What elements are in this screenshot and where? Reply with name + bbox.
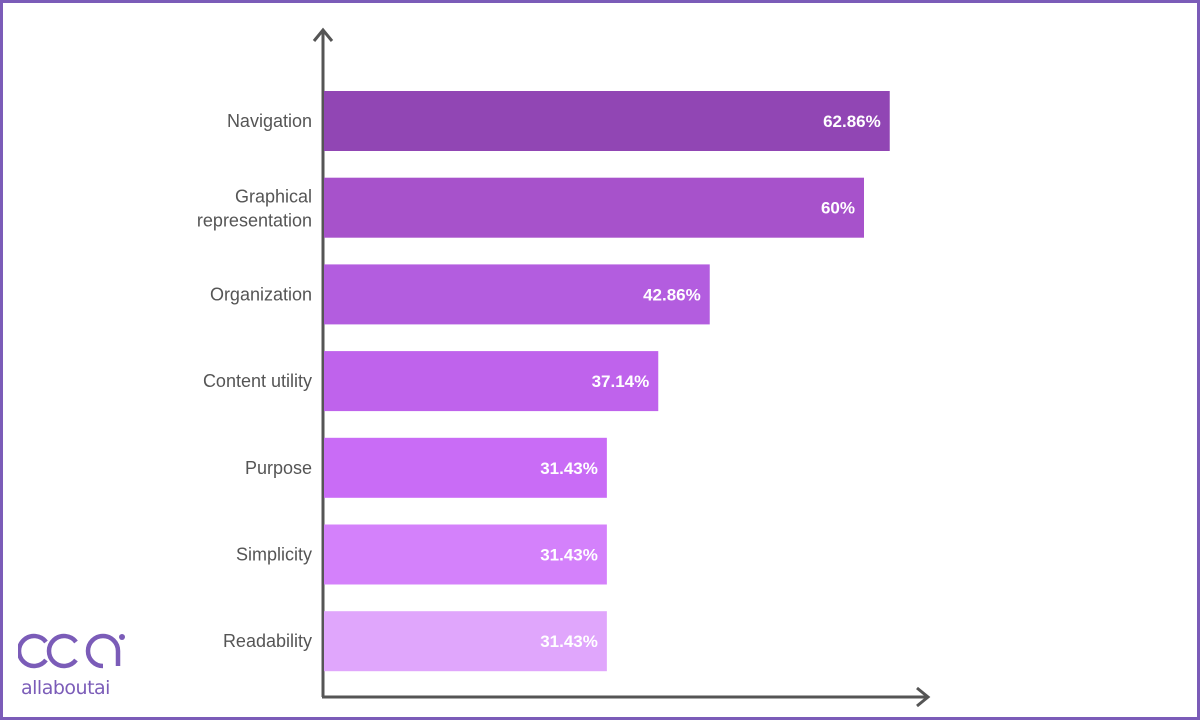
axes [312,27,931,708]
data-label: 60% [821,199,855,218]
data-label: 31.43% [540,459,598,478]
category-label: Organization [210,284,312,304]
bar [324,437,607,498]
category-label: Simplicity [236,545,312,565]
svg-text:allaboutai: allaboutai [21,677,110,699]
x-axis-arrow [916,686,931,708]
allaboutai-logo: allaboutai [18,633,125,699]
bar [324,524,607,585]
bar [324,611,607,672]
category-label: Readability [223,631,312,651]
category-label: Content utility [203,371,312,391]
category-label: Purpose [245,458,312,478]
data-label: 42.86% [643,285,701,304]
bar [324,177,864,238]
bar [324,264,710,325]
data-label: 31.43% [540,546,598,565]
bar [324,351,659,412]
category-label: Navigation [227,111,312,131]
bar [324,91,890,151]
data-label: 37.14% [592,372,650,391]
data-label: 62.86% [823,112,881,131]
data-label: 31.43% [540,632,598,651]
y-axis-arrow [312,27,334,42]
category-label: Graphical representation [197,187,312,231]
